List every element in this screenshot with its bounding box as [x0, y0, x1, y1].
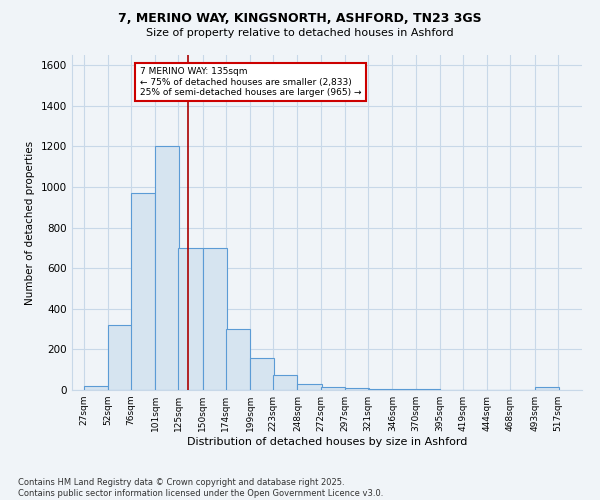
Bar	[345, 388, 369, 390]
Text: 7, MERINO WAY, KINGSNORTH, ASHFORD, TN23 3GS: 7, MERINO WAY, KINGSNORTH, ASHFORD, TN23…	[118, 12, 482, 26]
Text: Size of property relative to detached houses in Ashford: Size of property relative to detached ho…	[146, 28, 454, 38]
Bar	[155, 146, 179, 390]
Bar	[203, 248, 227, 390]
Bar	[368, 389, 392, 390]
Y-axis label: Number of detached properties: Number of detached properties	[25, 140, 35, 304]
Bar	[83, 386, 108, 390]
X-axis label: Distribution of detached houses by size in Ashford: Distribution of detached houses by size …	[187, 437, 467, 447]
Text: 7 MERINO WAY: 135sqm
← 75% of detached houses are smaller (2,833)
25% of semi-de: 7 MERINO WAY: 135sqm ← 75% of detached h…	[140, 67, 361, 97]
Bar	[273, 375, 298, 390]
Bar	[226, 329, 250, 390]
Bar	[392, 389, 416, 390]
Text: Contains HM Land Registry data © Crown copyright and database right 2025.
Contai: Contains HM Land Registry data © Crown c…	[18, 478, 383, 498]
Bar	[108, 325, 132, 390]
Bar	[535, 387, 559, 390]
Bar	[250, 358, 274, 390]
Bar	[416, 389, 440, 390]
Bar	[178, 248, 203, 390]
Bar	[131, 193, 155, 390]
Bar	[321, 387, 345, 390]
Bar	[298, 384, 322, 390]
